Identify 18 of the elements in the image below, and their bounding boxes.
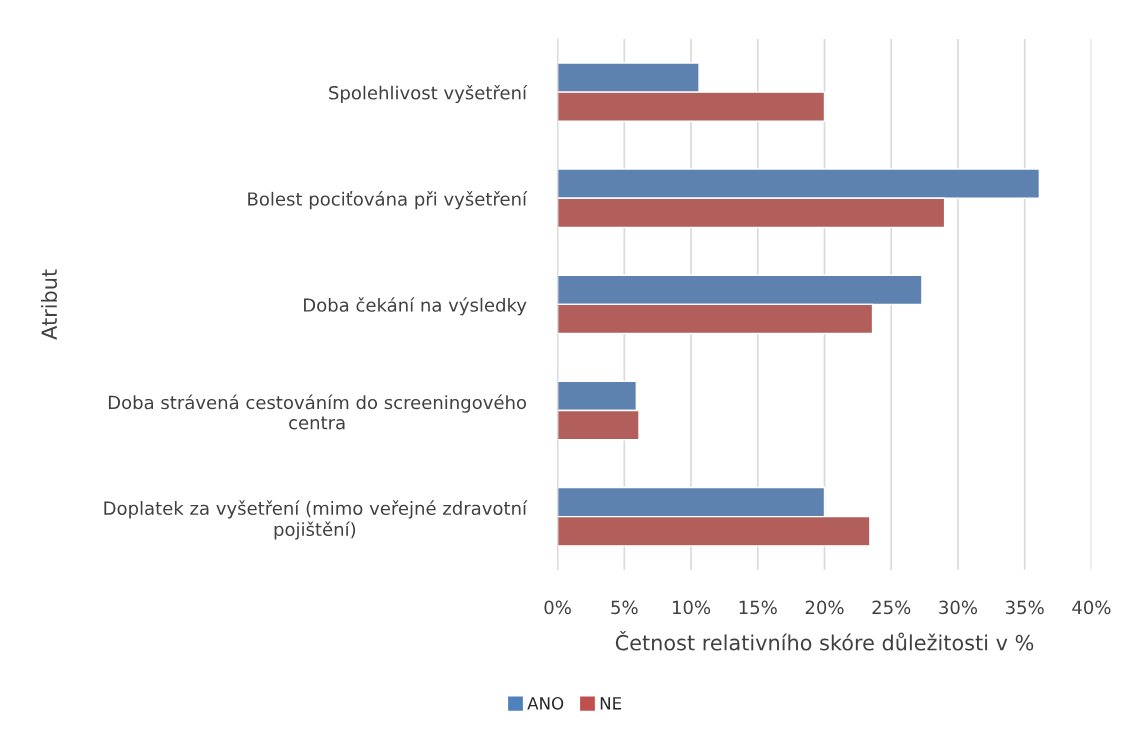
y-tick-label: Bolest pociťována při vyšetření [248,190,528,210]
x-tick-label: 25% [872,600,911,615]
y-tick-label: Spolehlivost vyšetření [329,84,528,104]
x-tick-label: 15% [739,600,777,615]
x-tick-label: 35% [1006,600,1044,615]
x-tick-label: 0% [544,600,571,615]
x-tick-label: 10% [672,600,711,615]
x-tick-label: 40% [1072,600,1111,615]
x-tick-label: 30% [939,600,978,615]
y-tick-label: Doba čekání na výsledky [304,297,527,316]
legend-label: ANO [527,697,564,710]
x-tick-label: 20% [805,600,844,615]
y-tick-label: Doplatek za vyšetření (mimo veřejné zdravotní pojištění) [104,500,528,540]
x-axis-title: Četnost relativního skóre důležitosti v % [615,630,1034,651]
y-tick-label: Doba strávená cestováním do screeningového centra [108,394,527,430]
legend-label: NE [600,697,622,710]
x-tick-label: 5% [611,600,638,615]
y-axis-title: Atribut [40,269,58,340]
